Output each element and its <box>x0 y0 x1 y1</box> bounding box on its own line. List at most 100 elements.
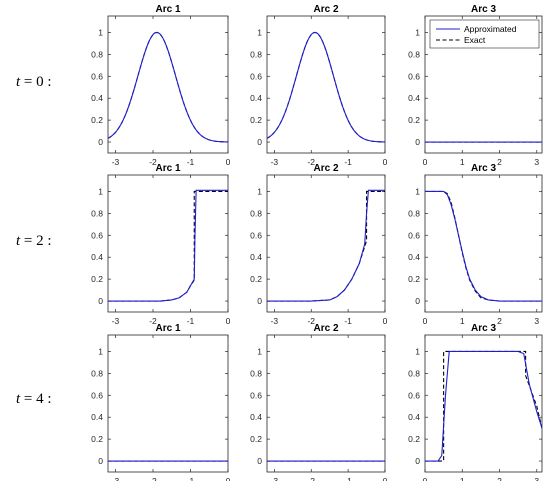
y-tick-label: 0.2 <box>91 434 103 444</box>
y-tick-label: 0.4 <box>91 252 103 262</box>
y-tick-label: 0.6 <box>250 230 262 240</box>
panel-title: Arc 3 <box>471 4 496 15</box>
y-tick-label: 1 <box>98 346 103 356</box>
y-tick-label: 0.8 <box>250 368 262 378</box>
y-tick-label: 0.6 <box>91 230 103 240</box>
x-tick-label: -2 <box>307 157 315 167</box>
panel-2-2: Arc 2 0 0.2 0.4 0.6 0.8 1 -3 -2 -1 0 <box>250 163 387 326</box>
x-tick-label: 3 <box>534 316 539 326</box>
y-tick-label: 0.4 <box>250 252 262 262</box>
y-tick-label: 0.8 <box>250 49 262 59</box>
panel-3-3: Arc 3 0 0.2 0.4 0.6 0.8 1 0 1 2 3 <box>408 323 543 481</box>
y-tick-label: 0.2 <box>408 434 420 444</box>
axes-box <box>266 15 386 154</box>
panel-1-1: Arc 1 0 0.2 0.4 0.6 0.8 1 -3 -2 -1 0 <box>91 4 230 167</box>
x-tick-label: 0 <box>226 157 231 167</box>
x-tick-label: 0 <box>226 476 231 481</box>
legend-approximated-label: Approximated <box>464 24 517 34</box>
row-label-t0: t = 0 : <box>16 74 52 90</box>
y-tick-label: 0.8 <box>408 49 420 59</box>
x-tick-label: 1 <box>460 316 465 326</box>
panel-2-1: Arc 1 0 0.2 0.4 0.6 0.8 1 -3 -2 -1 0 <box>91 163 230 326</box>
panel-3-1: Arc 1 0 0.2 0.4 0.6 0.8 1 -3 -2 -1 0 <box>91 323 230 481</box>
x-tick-label: 2 <box>497 476 502 481</box>
panel-title: Arc 3 <box>471 323 496 334</box>
series-approximated-line <box>267 31 385 143</box>
y-tick-label: 0 <box>98 296 103 306</box>
panel-title: Arc 2 <box>313 4 338 15</box>
y-tick-label: 0 <box>257 137 262 147</box>
y-tick-label: 0.6 <box>91 71 103 81</box>
panel-title: Arc 1 <box>155 4 180 15</box>
series-approximated-line <box>425 350 542 462</box>
series-approximated-line <box>108 189 228 302</box>
x-tick-label: 3 <box>534 476 539 481</box>
x-tick-label: 0 <box>383 476 388 481</box>
x-tick-label: -2 <box>149 316 157 326</box>
y-tick-label: 0.6 <box>408 390 420 400</box>
x-tick-label: 0 <box>226 316 231 326</box>
axes-box <box>266 174 386 313</box>
y-tick-label: 1 <box>415 346 420 356</box>
x-tick-label: -1 <box>187 476 195 481</box>
x-tick-label: -3 <box>112 316 120 326</box>
y-tick-label: 1 <box>415 27 420 37</box>
y-tick-label: 0.8 <box>250 208 262 218</box>
y-tick-label: 0.4 <box>408 412 420 422</box>
row-labels: t = 0 : t = 2 : t = 4 : <box>16 74 52 407</box>
series-approximated-line <box>108 31 228 143</box>
y-tick-label: 1 <box>257 27 262 37</box>
panel-title: Arc 3 <box>471 163 496 174</box>
panels: Arc 1 0 0.2 0.4 0.6 0.8 1 -3 -2 -1 0 Arc 2 0 0.2 0.4 0.… <box>91 4 543 481</box>
y-tick-label: 0 <box>415 296 420 306</box>
x-tick-label: -1 <box>187 316 195 326</box>
x-tick-label: 1 <box>460 157 465 167</box>
y-tick-label: 0.8 <box>91 368 103 378</box>
y-tick-label: 0.2 <box>408 274 420 284</box>
axes-box <box>424 174 543 313</box>
y-tick-label: 0.6 <box>408 71 420 81</box>
x-tick-label: -2 <box>307 476 315 481</box>
x-tick-label: -2 <box>149 157 157 167</box>
y-tick-label: 0.2 <box>91 115 103 125</box>
x-tick-label: -3 <box>112 476 120 481</box>
y-tick-label: 0.8 <box>408 368 420 378</box>
axes-box <box>107 174 229 313</box>
y-tick-label: 0.4 <box>408 252 420 262</box>
y-tick-label: 0.2 <box>250 115 262 125</box>
y-tick-label: 1 <box>257 186 262 196</box>
panel-1-2: Arc 2 0 0.2 0.4 0.6 0.8 1 -3 -2 -1 0 <box>250 4 387 167</box>
x-tick-label: -3 <box>271 157 279 167</box>
x-tick-label: 1 <box>460 476 465 481</box>
x-tick-label: 0 <box>423 157 428 167</box>
panel-3-2: Arc 2 0 0.2 0.4 0.6 0.8 1 -3 -2 -1 0 <box>250 323 387 481</box>
y-tick-label: 0.4 <box>250 93 262 103</box>
legend-exact-label: Exact <box>464 35 486 45</box>
x-tick-label: -1 <box>344 316 352 326</box>
x-tick-label: 0 <box>383 157 388 167</box>
y-tick-label: 0 <box>257 296 262 306</box>
y-tick-label: 0 <box>98 456 103 466</box>
x-tick-label: -1 <box>344 157 352 167</box>
legend-box <box>429 19 540 49</box>
x-tick-label: 2 <box>497 157 502 167</box>
x-tick-label: -2 <box>149 476 157 481</box>
y-tick-label: 0.2 <box>250 274 262 284</box>
y-tick-label: 0 <box>415 137 420 147</box>
x-tick-label: -2 <box>307 316 315 326</box>
x-tick-label: 0 <box>383 316 388 326</box>
y-tick-label: 0 <box>415 456 420 466</box>
y-tick-label: 0.6 <box>250 390 262 400</box>
x-tick-label: -3 <box>271 316 279 326</box>
panel-2-3: Arc 3 0 0.2 0.4 0.6 0.8 1 0 1 2 3 <box>408 163 543 326</box>
y-tick-label: 0.8 <box>91 208 103 218</box>
axes-box <box>107 15 229 154</box>
y-tick-label: 0.2 <box>408 115 420 125</box>
x-tick-label: 2 <box>497 316 502 326</box>
panel-title: Arc 1 <box>155 323 180 334</box>
y-tick-label: 0.8 <box>408 208 420 218</box>
y-tick-label: 0.4 <box>408 93 420 103</box>
y-tick-label: 0.4 <box>91 93 103 103</box>
